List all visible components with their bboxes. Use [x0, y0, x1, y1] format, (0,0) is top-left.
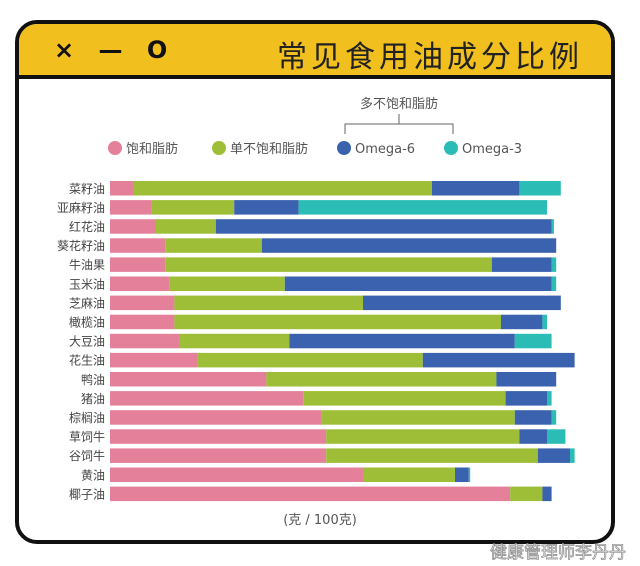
bar-segment [110, 410, 322, 425]
category-label: 牛油果 [69, 257, 105, 272]
legend-marker [337, 141, 351, 155]
bar-segment [422, 352, 575, 368]
legend-label: 单不饱和脂肪 [230, 141, 308, 157]
bar-segment [510, 486, 543, 502]
bar-segment [110, 181, 133, 196]
category-label: 黄油 [81, 468, 105, 482]
bar-segment [110, 372, 267, 387]
bar-segment [542, 314, 547, 330]
bar-segment [215, 219, 552, 234]
bar-segment [326, 448, 538, 463]
bar-segment [505, 391, 547, 406]
bar-segment [110, 200, 152, 215]
category-label: 草饲牛 [69, 429, 105, 444]
category-label: 菜籽油 [69, 182, 105, 196]
bar-segment [261, 238, 557, 253]
legend-marker [444, 141, 458, 155]
category-label: 芝麻油 [69, 295, 105, 310]
watermark: 健康管理师李丹丹 [490, 543, 627, 564]
bar-segment [284, 276, 552, 291]
bar-segment [151, 200, 235, 215]
bar-segment [326, 429, 520, 444]
category-label: 玉米油 [69, 277, 105, 291]
bar-segment [110, 314, 175, 330]
window-controls: × — O [54, 36, 176, 64]
bar-segment [432, 181, 520, 196]
category-label: 橄榄油 [69, 314, 105, 329]
x-axis-unit-label: (克 / 100克) [283, 513, 357, 528]
title-bar: × — O 常见食用油成分比例 [19, 24, 611, 79]
bar-segment [110, 486, 511, 502]
bar-segment [519, 429, 547, 444]
bar-segment [537, 448, 570, 463]
bar-segment [174, 295, 363, 311]
bar-segment [468, 467, 471, 482]
legend-marker [212, 141, 226, 155]
bar-segment [514, 333, 552, 349]
bar-segment [491, 257, 552, 272]
category-label: 葵花籽油 [57, 238, 105, 253]
bar-segment [110, 257, 166, 272]
legend-bracket [344, 114, 454, 134]
legend-label: Omega-3 [462, 142, 522, 157]
bar-segment [165, 257, 492, 272]
bar-segment [519, 181, 561, 196]
legend-marker [108, 141, 122, 155]
bar-segment [165, 238, 262, 253]
bar-segment [455, 467, 469, 482]
category-label: 大豆油 [69, 335, 105, 349]
bar-segment [542, 486, 552, 502]
bar-segment [551, 410, 557, 425]
bar-segment [234, 200, 299, 215]
bar-segment [110, 276, 170, 291]
bar-segment [363, 467, 455, 482]
bar-segment [496, 372, 557, 387]
bar-segment [179, 333, 290, 349]
bar-segment [547, 429, 566, 444]
bar-segment [133, 181, 432, 196]
bar-segment [547, 391, 552, 406]
bar-segment [110, 238, 166, 253]
category-label: 椰子油 [69, 486, 105, 501]
bar-segment [266, 372, 497, 387]
bar-segment [110, 391, 304, 406]
legend-label: 饱和脂肪 [126, 141, 178, 157]
bar-segment [514, 410, 552, 425]
bar-segment [551, 276, 557, 291]
bar-segment [321, 410, 515, 425]
bar-segment [363, 295, 561, 311]
legend-label: Omega-6 [355, 142, 415, 157]
bar-segment [570, 448, 575, 463]
category-label: 棕榈油 [69, 410, 105, 425]
category-label: 红花油 [69, 219, 105, 234]
bar-segment [110, 352, 198, 368]
bar-segment [110, 429, 327, 444]
bar-segment [303, 391, 506, 406]
bar-segment [197, 352, 423, 368]
bar-segment [169, 276, 285, 291]
bar-segment [289, 333, 515, 349]
bar-segment [110, 295, 175, 311]
category-label: 亚麻籽油 [57, 200, 105, 215]
bar-segment [110, 219, 156, 234]
legend-group-label: 多不饱和脂肪 [360, 96, 438, 112]
category-label: 谷饲牛 [69, 448, 105, 463]
bar-segment [501, 314, 543, 330]
bar-segment [298, 200, 547, 215]
category-label: 鸭油 [81, 373, 105, 387]
bar-segment [156, 219, 216, 234]
bar-segment [110, 333, 179, 349]
category-label: 猪油 [81, 392, 105, 406]
bar-segment [551, 219, 554, 234]
bar-segment [551, 257, 557, 272]
bar-segment [110, 448, 327, 463]
bar-segment [110, 467, 363, 482]
bar-segment [174, 314, 501, 330]
chart-title: 常见食用油成分比例 [277, 40, 583, 75]
category-label: 花生油 [69, 353, 105, 368]
